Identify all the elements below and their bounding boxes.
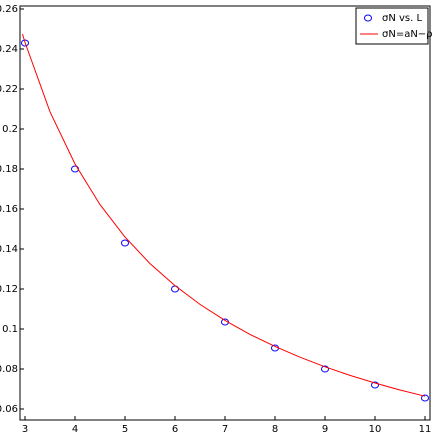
y-tick-label: 0.14 [0, 244, 18, 255]
y-tick-label: 0.08 [0, 364, 18, 375]
y-tick-label: 0.12 [0, 284, 18, 295]
x-tick-label: 7 [222, 424, 228, 435]
x-tick-label: 6 [172, 424, 178, 435]
data-point [321, 365, 329, 373]
x-tick-label: 9 [322, 424, 328, 435]
data-point [371, 381, 379, 389]
y-tick-label: 0.16 [0, 204, 18, 215]
y-tick-label: 0.22 [0, 84, 18, 95]
x-tick-label: 4 [72, 424, 78, 435]
x-tick-label: 10 [369, 424, 382, 435]
x-tick-label: 3 [22, 424, 28, 435]
y-tick-label: 0.1 [2, 324, 18, 335]
legend-label: σN vs. L [382, 13, 422, 24]
data-point [21, 39, 29, 47]
y-tick-label: 0.06 [0, 404, 18, 415]
data-point [421, 394, 429, 402]
y-tick-label: 0.26 [0, 4, 18, 15]
y-tick-label: 0.18 [0, 164, 18, 175]
x-tick-label: 11 [419, 424, 432, 435]
data-point [121, 239, 129, 247]
x-tick-label: 5 [122, 424, 128, 435]
legend-label: σN=aN−ρ [382, 29, 433, 40]
fit-line [22, 33, 426, 397]
plot-frame [19, 5, 431, 421]
legend-marker [364, 14, 372, 22]
data-point [71, 165, 79, 173]
y-tick-label: 0.2 [2, 124, 18, 135]
y-tick-label: 0.24 [0, 44, 18, 55]
x-tick-label: 8 [272, 424, 278, 435]
legend-box [355, 7, 429, 45]
